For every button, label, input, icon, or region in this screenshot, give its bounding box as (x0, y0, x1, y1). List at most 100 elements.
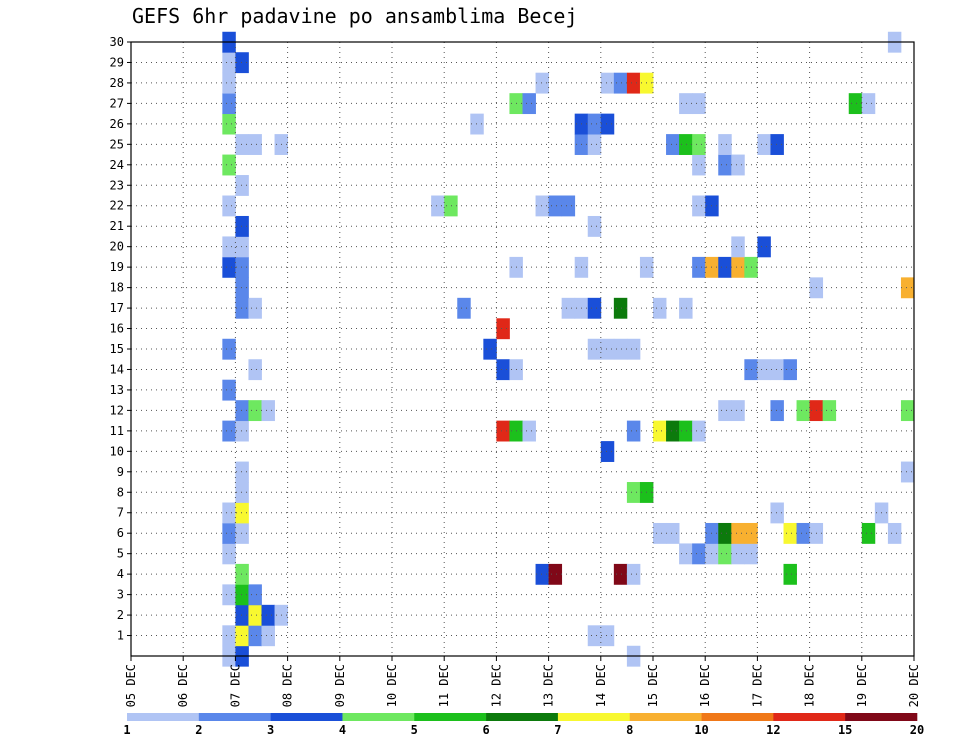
heatmap-cell (444, 195, 458, 217)
heatmap-cell (783, 359, 797, 381)
y-tick-label: 11 (110, 424, 124, 438)
heatmap-cell (222, 338, 236, 360)
colorbar-segment (198, 713, 271, 721)
heatmap-cell (222, 522, 236, 544)
heatmap-cell (222, 113, 236, 135)
heatmap-cell (235, 522, 249, 544)
y-tick-label: 5 (117, 547, 124, 561)
y-tick-label: 29 (110, 55, 124, 69)
y-tick-label: 12 (110, 403, 124, 417)
heatmap-cell (587, 338, 602, 360)
y-tick-label: 17 (110, 301, 124, 315)
colorbar-label: 15 (838, 723, 852, 737)
heatmap-cell (718, 256, 732, 278)
x-tick-label: 15 DEC (646, 664, 660, 707)
heatmap-cell (235, 400, 249, 422)
heatmap-cell (222, 154, 236, 176)
heatmap-cell (496, 359, 510, 381)
y-tick-label: 30 (110, 35, 124, 49)
heatmap-cell (626, 72, 641, 94)
heatmap-cell (757, 359, 771, 381)
y-tick-label: 20 (110, 240, 124, 254)
heatmap-cell (757, 236, 771, 258)
heatmap-cell (783, 563, 797, 585)
y-tick-label: 13 (110, 383, 124, 397)
heatmap-cell (770, 400, 784, 422)
heatmap-cell (261, 604, 275, 626)
heatmap-cell (653, 297, 667, 319)
heatmap-cell (796, 522, 810, 544)
colorbar-segment (270, 713, 343, 721)
colorbar-label: 7 (554, 723, 561, 737)
y-tick-label: 15 (110, 342, 124, 356)
colorbar-segment (773, 713, 846, 721)
colorbar-label: 3 (267, 723, 274, 737)
x-tick-label: 18 DEC (803, 664, 817, 707)
heatmap-cell (235, 52, 249, 74)
heatmap-cell (861, 93, 876, 115)
heatmap-cell (261, 400, 275, 422)
y-tick-label: 4 (117, 567, 124, 581)
heatmap-cell (848, 93, 863, 115)
x-tick-label: 10 DEC (385, 664, 399, 707)
y-tick-label: 10 (110, 444, 124, 458)
heatmap-cell (783, 522, 797, 544)
heatmap-cell (235, 215, 249, 237)
colorbar-segment (414, 713, 487, 721)
heatmap-cell (222, 379, 236, 401)
heatmap-cell (653, 420, 667, 442)
y-tick-label: 18 (110, 281, 124, 295)
y-tick-label: 6 (117, 526, 124, 540)
y-tick-label: 22 (110, 199, 124, 213)
heatmap-cell (235, 256, 249, 278)
heatmap-cell (470, 113, 484, 135)
heatmap-cell (692, 154, 706, 176)
heatmap-cell (731, 400, 745, 422)
heatmap-cell (248, 297, 262, 319)
heatmap-cell (600, 625, 615, 647)
heatmap-cell (692, 256, 706, 278)
heatmap-cell (261, 625, 275, 647)
colorbar-label: 20 (910, 723, 924, 737)
heatmap-cell (235, 482, 249, 503)
heatmap-cell (822, 400, 837, 422)
colorbar-label: 10 (694, 723, 708, 737)
heatmap-cell (887, 522, 902, 544)
colorbar-segment (701, 713, 774, 721)
heatmap-cell (613, 297, 628, 319)
heatmap-cell (692, 134, 706, 155)
heatmap-cell (731, 256, 745, 278)
heatmap-cell (666, 522, 680, 544)
x-tick-label: 07 DEC (228, 664, 242, 707)
heatmap-cell (248, 604, 262, 626)
y-tick-label: 3 (117, 588, 124, 602)
heatmap-cell (692, 420, 706, 442)
heatmap-cell (248, 359, 262, 381)
x-tick-label: 19 DEC (855, 664, 869, 707)
heatmap-cell (679, 297, 693, 319)
heatmap-cell (770, 502, 784, 524)
colorbar-label: 1 (123, 723, 130, 737)
heatmap-cell (600, 113, 615, 135)
heatmap-cell (235, 277, 249, 299)
heatmap-cell (757, 134, 771, 155)
heatmap-cell (235, 502, 249, 524)
colorbar-label: 2 (195, 723, 202, 737)
x-tick-label: 14 DEC (594, 664, 608, 707)
colorbar-label: 8 (626, 723, 633, 737)
heatmap-cell (770, 359, 784, 381)
heatmap-cell (483, 338, 497, 360)
x-tick-label: 05 DEC (124, 664, 138, 707)
heatmap-cell (222, 584, 236, 606)
heatmap-cell (235, 297, 249, 319)
colorbar-segment (486, 713, 559, 721)
heatmap-cell (222, 256, 236, 278)
heatmap-cell (692, 93, 706, 115)
heatmap-cell (535, 195, 549, 217)
heatmap-cell (222, 93, 236, 115)
heatmap-cell (587, 625, 602, 647)
y-tick-label: 1 (117, 629, 124, 643)
x-tick-label: 20 DEC (907, 664, 921, 707)
heatmap-cell (600, 338, 615, 360)
heatmap-cell (431, 195, 445, 217)
